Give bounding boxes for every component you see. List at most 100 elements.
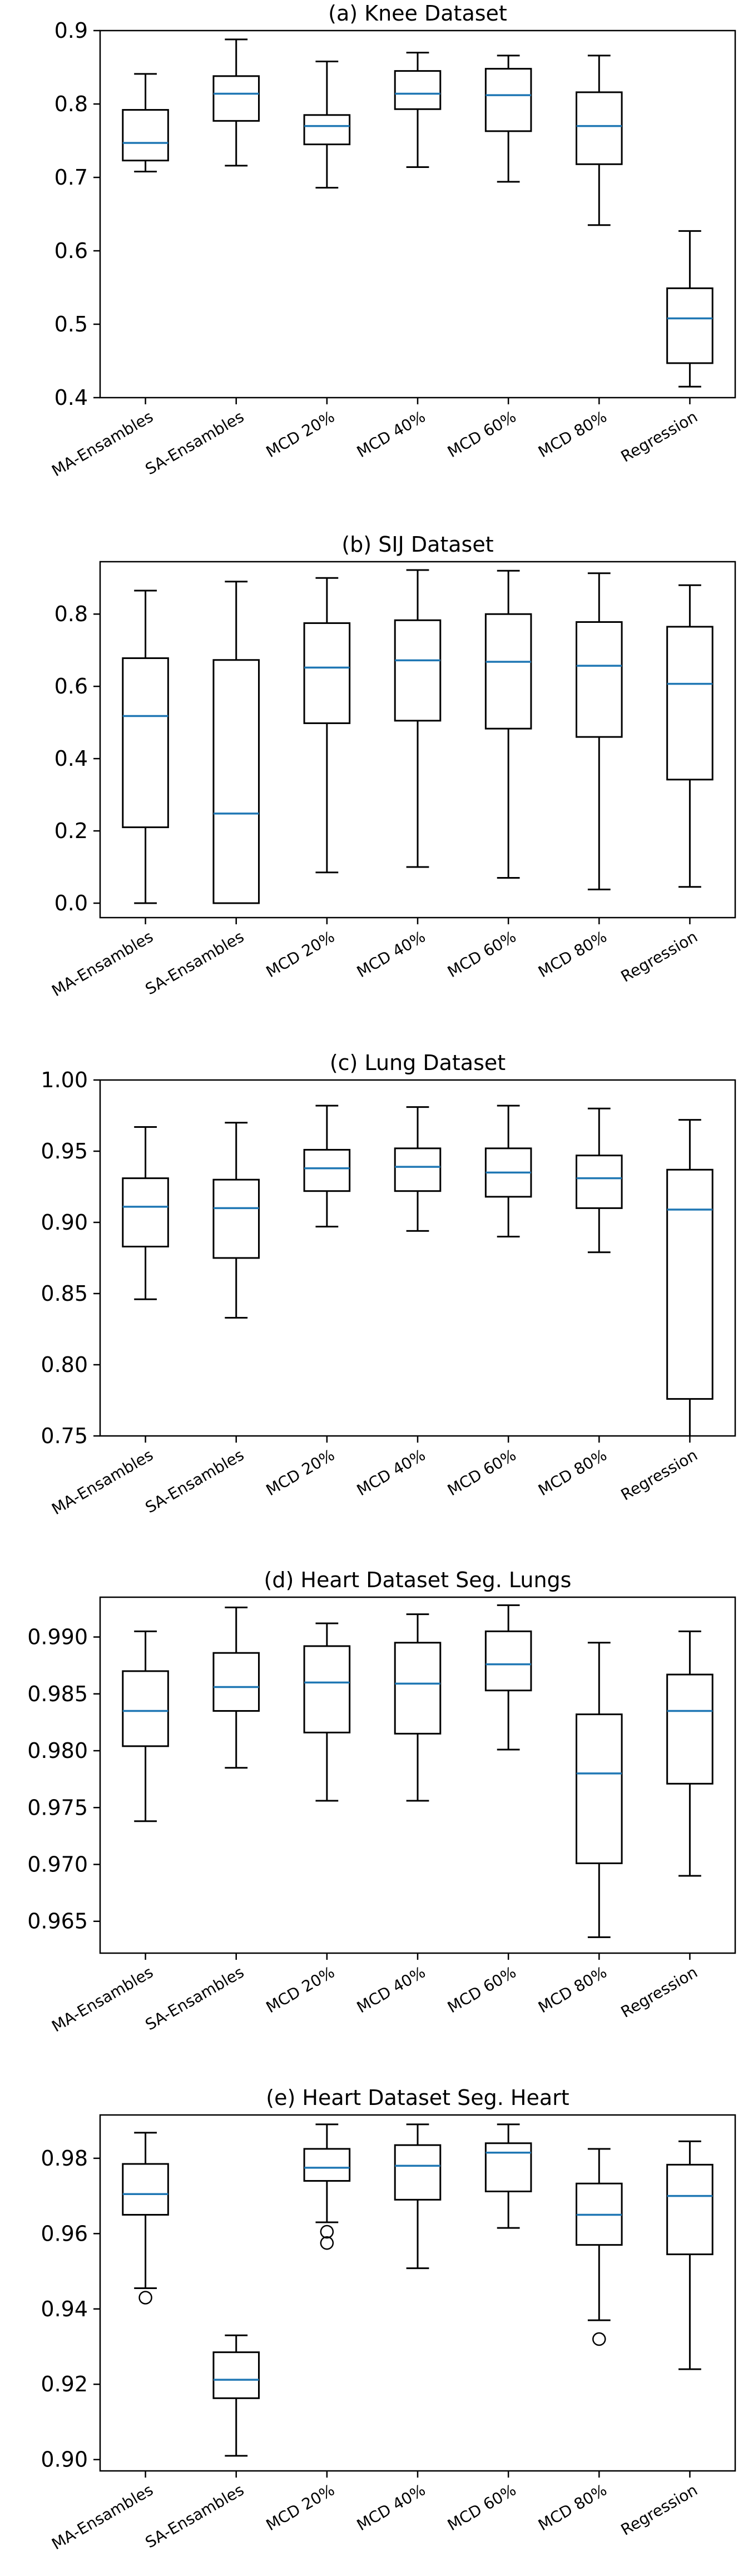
outlier-point xyxy=(320,2225,334,2239)
box-group xyxy=(666,2140,714,2370)
y-tick-label: 0.2 xyxy=(55,819,88,843)
iqr-box xyxy=(122,657,169,829)
y-tick-label: 0.90 xyxy=(41,2448,88,2472)
y-tick-label: 0.80 xyxy=(41,1353,88,1377)
iqr-box xyxy=(212,1652,260,1712)
y-tick-label: 0.94 xyxy=(41,2297,88,2321)
iqr-box xyxy=(666,2163,714,2256)
iqr-box xyxy=(394,1147,442,1192)
box-group xyxy=(303,2123,351,2250)
outlier-point xyxy=(138,2291,152,2305)
y-tick-label: 0.4 xyxy=(55,746,88,771)
plot-area xyxy=(122,569,714,904)
y-tick-label: 0.5 xyxy=(55,312,88,336)
iqr-box xyxy=(484,68,532,132)
chart-title: (b) SIJ Dataset xyxy=(341,532,493,557)
iqr-box xyxy=(212,2351,260,2399)
iqr-box xyxy=(484,2142,532,2192)
y-tick-label: 0.985 xyxy=(27,1682,88,1706)
iqr-box xyxy=(212,1178,260,1259)
iqr-box xyxy=(212,659,260,904)
y-tick-label: 0.7 xyxy=(55,165,88,190)
outlier-point xyxy=(592,2332,606,2346)
box-group xyxy=(122,1126,169,1300)
box-group xyxy=(303,60,351,189)
iqr-box xyxy=(484,1630,532,1692)
iqr-box xyxy=(576,1713,623,1864)
iqr-box xyxy=(484,613,532,730)
box-group xyxy=(394,1106,442,1232)
iqr-box xyxy=(122,109,169,162)
iqr-box xyxy=(394,1642,442,1735)
iqr-box xyxy=(303,114,351,146)
box-group xyxy=(122,73,169,172)
iqr-box xyxy=(394,619,442,722)
plot-area xyxy=(122,38,714,388)
box-group xyxy=(303,1622,351,1802)
box-group xyxy=(666,1119,714,1436)
box-group xyxy=(122,2132,169,2305)
y-tick-label: 0.85 xyxy=(41,1281,88,1306)
y-tick-label: 0.8 xyxy=(55,602,88,626)
y-tick-label: 0.95 xyxy=(41,1139,88,1163)
iqr-box xyxy=(666,626,714,781)
box-group xyxy=(576,55,623,226)
box-group xyxy=(576,572,623,890)
iqr-box xyxy=(303,1645,351,1733)
box-group xyxy=(212,581,260,904)
plot-area xyxy=(122,1604,714,1938)
box-group xyxy=(484,1104,532,1238)
box-group xyxy=(576,1107,623,1254)
box-group xyxy=(484,569,532,879)
box-group xyxy=(212,1122,260,1319)
iqr-box xyxy=(576,621,623,738)
plot-area xyxy=(122,2123,714,2457)
box-group xyxy=(394,52,442,169)
box-group xyxy=(212,1606,260,1769)
iqr-box xyxy=(303,1148,351,1192)
y-tick-label: 0.9 xyxy=(55,18,88,43)
box-group xyxy=(666,584,714,888)
box-group xyxy=(303,1104,351,1228)
box-group xyxy=(484,2123,532,2229)
iqr-box xyxy=(122,2163,169,2216)
outlier-point xyxy=(320,2236,334,2250)
iqr-box xyxy=(303,2148,351,2182)
y-tick-label: 0.975 xyxy=(27,1795,88,1820)
box-group xyxy=(484,55,532,183)
iqr-box xyxy=(576,91,623,165)
box-group xyxy=(212,38,260,167)
y-tick-label: 1.00 xyxy=(41,1068,88,1092)
iqr-box xyxy=(394,2144,442,2201)
box-group xyxy=(303,577,351,874)
iqr-box xyxy=(122,1177,169,1248)
chart-title: (d) Heart Dataset Seg. Lungs xyxy=(264,1568,572,1592)
box-group xyxy=(666,1630,714,1877)
y-tick-label: 0.6 xyxy=(55,239,88,263)
y-tick-label: 0.96 xyxy=(41,2221,88,2246)
y-tick-label: 0.8 xyxy=(55,92,88,116)
iqr-box xyxy=(666,1168,714,1400)
iqr-box xyxy=(666,1673,714,1785)
y-tick-label: 0.0 xyxy=(55,891,88,915)
box-group xyxy=(576,2148,623,2346)
iqr-box xyxy=(303,622,351,724)
chart-title: (c) Lung Dataset xyxy=(330,1051,506,1075)
y-tick-label: 0.92 xyxy=(41,2372,88,2396)
box-group xyxy=(394,2123,442,2270)
y-tick-label: 0.6 xyxy=(55,674,88,699)
iqr-box xyxy=(576,1155,623,1209)
iqr-box xyxy=(666,287,714,364)
chart-title: (e) Heart Dataset Seg. Heart xyxy=(266,2085,569,2110)
y-tick-label: 0.90 xyxy=(41,1210,88,1235)
chart-title: (a) Knee Dataset xyxy=(328,1,507,26)
y-tick-label: 0.4 xyxy=(55,385,88,410)
plot-area xyxy=(122,1104,714,1436)
box-group xyxy=(122,1630,169,1822)
box-group xyxy=(394,569,442,868)
box-group xyxy=(394,1613,442,1802)
box-group xyxy=(484,1604,532,1751)
y-tick-label: 0.965 xyxy=(27,1909,88,1934)
